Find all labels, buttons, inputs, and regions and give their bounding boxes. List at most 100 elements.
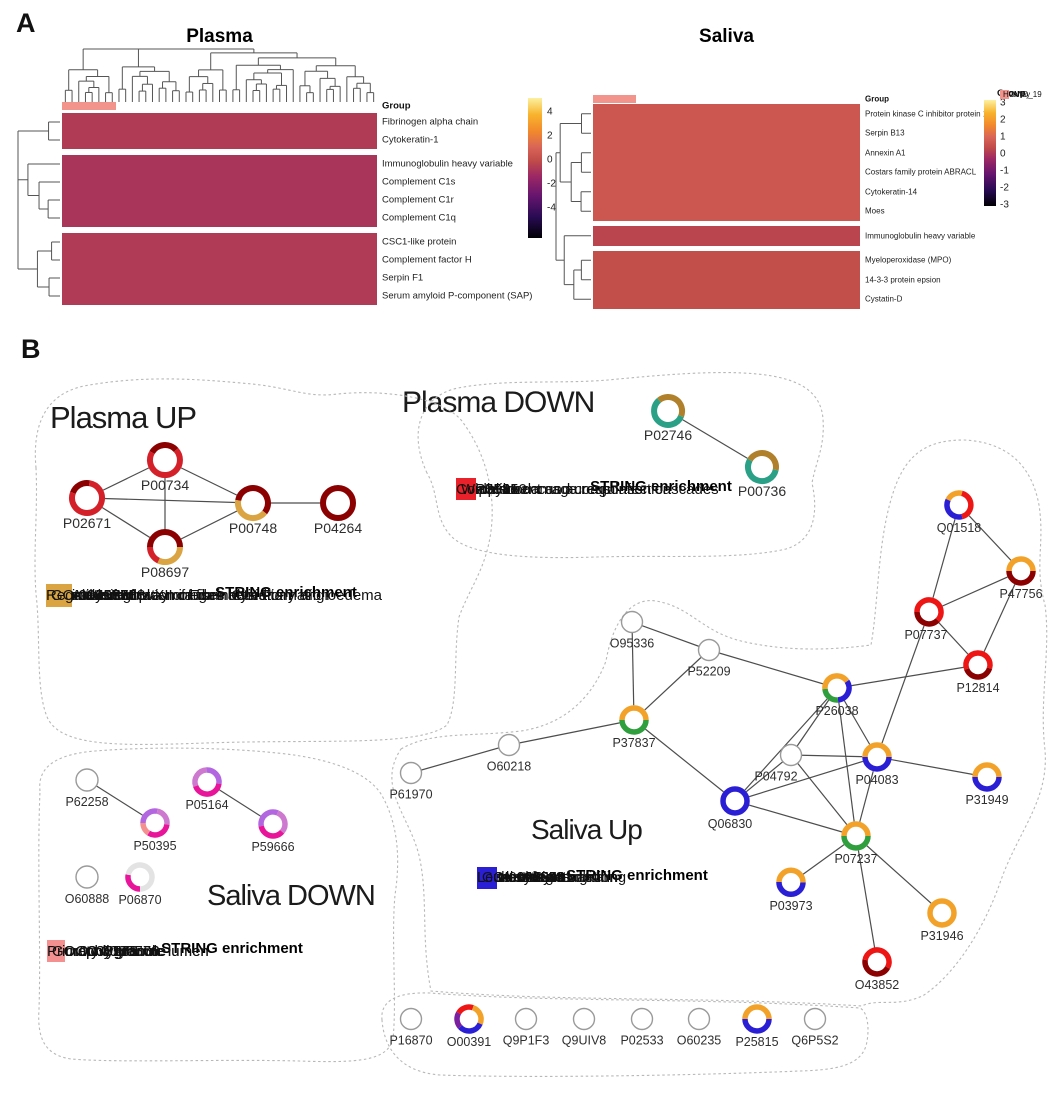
legend-term-desc: Azurophil granule lumen [47, 942, 209, 960]
network-edge [876, 756, 988, 778]
saliva-row-label: Myeloperoxidase (MPO) [865, 255, 952, 265]
saliva-row-label: 14-3-3 protein epsion [865, 275, 941, 285]
network-node-label: O60218 [487, 759, 532, 773]
group-legend-swatch [1000, 90, 1009, 99]
saliva_down-network: P62258 P50395 P05164 P59666 O60888 P06870 [65, 767, 295, 907]
network-node-ring-segment [841, 821, 871, 837]
plasma-group-bar [62, 101, 377, 110]
network-node-label: Q6P5S2 [791, 1033, 838, 1047]
heatmap-cell [62, 155, 377, 227]
network-edge [958, 504, 1022, 572]
network-node-ring-segment [147, 447, 183, 479]
heatmap-cell [62, 113, 377, 149]
network-node-ring [320, 485, 356, 521]
saliva-heatmap-block [593, 104, 860, 221]
network-node-ring-segment [776, 867, 806, 883]
saliva-down-title: Saliva DOWN [207, 880, 376, 912]
plasma-row-label: Complement C1s [382, 176, 456, 188]
network-edge [734, 687, 838, 802]
network-node-ring-segment [276, 810, 288, 834]
legend-term-id: HSA-114608 [482, 870, 564, 886]
plasma-heatmap-block [62, 155, 377, 227]
plasma-row-label: Complement factor H [382, 254, 472, 266]
group-legend-item-label: COVID_19 [1003, 90, 1042, 99]
network-node-ring-segment [619, 719, 649, 735]
network-edge [855, 835, 943, 914]
group-legend-item-label: Healthy [1003, 90, 1031, 99]
network-node-label: P16870 [389, 1033, 432, 1047]
legend-term-desc: Interleukin-12 signaling [477, 870, 627, 886]
legend-term-desc: Staphylococcus aureus infection [456, 480, 672, 498]
legend-term-id: GO:0045321 [482, 870, 566, 886]
plasma-colorbar-tick: 2 [547, 130, 553, 142]
network-node [630, 1007, 654, 1031]
plasma-heatmap-title: Plasma [186, 26, 253, 47]
legend-term-desc: Primary lysosome [47, 942, 167, 960]
legend-term-desc: Immune System [477, 870, 582, 886]
network-edge [633, 719, 736, 802]
network-node-label: P31949 [965, 793, 1008, 807]
legend-term-id: HSA-140875 [51, 586, 137, 604]
network-node-ring-segment [914, 611, 940, 627]
network-node-ring-segment [822, 673, 850, 690]
network-edge [667, 410, 763, 468]
legend-term-id: GO:0035578 [52, 942, 138, 960]
network-node-ring-segment [862, 959, 891, 977]
heatmap-cell [593, 226, 860, 246]
network-node-ring [720, 786, 750, 816]
network-node-ring-segment [742, 1004, 772, 1020]
network-node-label: P05164 [185, 798, 228, 812]
saliva-row-label: Annexin A1 [865, 148, 906, 158]
network-edge [508, 719, 635, 746]
saliva-colorbar-tick: -1 [1000, 165, 1009, 177]
plasma-row-label: Serpin F1 [382, 272, 424, 284]
network-node-ring-segment [776, 881, 806, 897]
legend-term-desc: Secretory granule [47, 942, 166, 960]
network-node-label: P00748 [229, 520, 277, 536]
network-node-ring-segment [944, 498, 963, 520]
network-edge [631, 621, 635, 721]
network-node-ring-segment [258, 809, 279, 827]
network-node-label: P31946 [920, 929, 963, 943]
panel-b-label: B [21, 334, 41, 364]
network-node-label: O95336 [610, 636, 655, 650]
legend-term-desc: Azurophil granule lumen [47, 942, 209, 960]
network-node-ring-segment [747, 450, 779, 471]
saliva-row-label: Protein kinase C inhibitor protein 1 [865, 109, 988, 119]
network-edge [734, 800, 857, 837]
network-node [514, 1007, 538, 1031]
plasma-colorbar-tick: -2 [547, 178, 556, 190]
network-node-ring-segment [657, 393, 686, 418]
network-node-ring-segment [964, 667, 993, 680]
plasma-colorbar-tick: 0 [547, 154, 553, 166]
network-node-label: P06870 [118, 893, 161, 907]
plasma_down-legend-header: STRING enrichment [590, 478, 732, 495]
network-node-ring-segment [147, 823, 170, 838]
network-node [620, 610, 644, 634]
saliva-row-label: Immunoglobulin heavy variable [865, 231, 976, 241]
network-edge [734, 756, 878, 802]
legend-term-desc: Leukocyte activation [477, 870, 609, 886]
saliva-colorbar-tick: -3 [1000, 199, 1009, 211]
saliva-colorbar-tick: 1 [1000, 131, 1006, 143]
network-node-label: P25815 [735, 1035, 778, 1049]
network-node-label: Q06830 [708, 817, 753, 831]
network-node-ring-segment [454, 1011, 463, 1029]
network-node-ring-segment [70, 480, 90, 495]
legend-term-desc: Platelet degranulation [477, 870, 618, 886]
network-node-ring-segment [837, 679, 852, 703]
network-node-ring-segment [914, 597, 944, 623]
network-edge [928, 504, 960, 613]
network-node-label: O60888 [65, 892, 110, 906]
network-node [697, 638, 721, 662]
network-node-ring-segment [745, 458, 779, 485]
saliva-row-label: Costars family protein ABRACL [865, 167, 977, 177]
plasma_down-network: P02746 P00736 [644, 393, 786, 499]
network-node-ring-segment [456, 1004, 474, 1015]
network-node-ring-segment [258, 825, 285, 839]
network-node-label: P04083 [855, 773, 898, 787]
plasma-row-label: Complement C1r [382, 194, 454, 206]
legend-color-swatch [477, 867, 497, 889]
network-edge [836, 664, 979, 689]
legend-term-id: HSA-168256 [482, 870, 566, 886]
